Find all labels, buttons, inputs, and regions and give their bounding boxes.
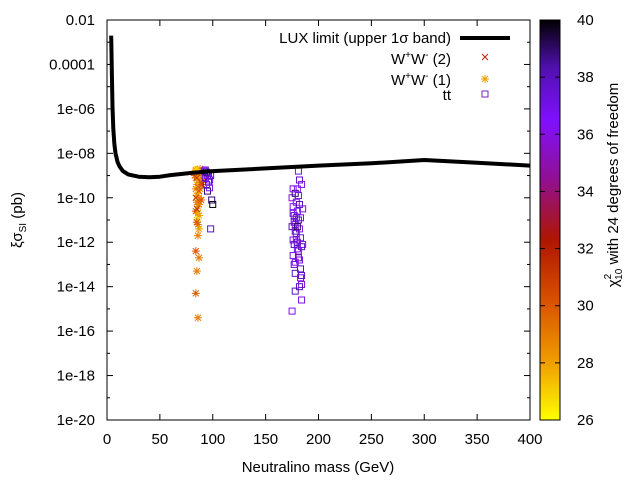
tt-point [289, 236, 297, 244]
ww1-point [191, 289, 200, 298]
colorbar-tick-label: 30 [577, 298, 594, 315]
legend-label-tt: tt [443, 87, 452, 104]
tt-point [207, 225, 215, 233]
tt-point [293, 223, 301, 231]
tt-point [299, 205, 307, 213]
tt-point [290, 260, 298, 268]
colorbar-label: χ210 with 24 degrees of freedom [603, 83, 625, 288]
ww1-point [195, 224, 204, 233]
x-tick-label: 300 [412, 431, 437, 448]
ww1-point [193, 231, 202, 240]
tt-point [289, 252, 297, 260]
tt-point [291, 287, 299, 295]
colorbar-gradient [539, 19, 561, 421]
ww1-point [192, 218, 201, 227]
axis-ticks [106, 19, 531, 421]
y-tick-labels: 0.01 0.0001 1e-06 1e-08 1e-10 1e-12 1e-14 1e-16… [49, 12, 95, 429]
tt-point [291, 258, 299, 266]
tt-point [294, 216, 302, 224]
legend-label-ww1: W+W- (1) [391, 71, 451, 89]
x-tick-labels: 0 50 100 150 200 250 300 350 400 [103, 431, 543, 448]
y-tick-label: 1e-12 [57, 234, 95, 251]
scatter-points [190, 164, 307, 322]
y-tick-label: 1e-16 [57, 323, 95, 340]
legend-marker-tt [481, 90, 489, 98]
y-tick-label: 1e-10 [57, 190, 95, 207]
legend-label-lux: LUX limit (upper 1σ band) [279, 30, 451, 47]
legend-label-ww2: W+W- (2) [391, 50, 451, 68]
tt-point [298, 180, 306, 188]
tt-point [298, 243, 306, 251]
x-tick-label: 400 [517, 431, 542, 448]
tt-point [297, 265, 305, 273]
ww2-point [195, 187, 203, 195]
tt-point [293, 185, 301, 193]
plot-frame [106, 19, 531, 421]
x-tick-label: 200 [306, 431, 331, 448]
colorbar-ticks: 26 28 30 32 34 36 38 40 [540, 12, 594, 429]
ww1-point [191, 247, 200, 256]
tt-point [294, 192, 302, 200]
tt-point [294, 167, 302, 175]
x-tick-label: 150 [253, 431, 278, 448]
tt-point [297, 274, 305, 282]
x-tick-label: 350 [465, 431, 490, 448]
lux-limit-series [109, 35, 530, 180]
y-tick-label: 1e-06 [57, 101, 95, 118]
y-tick-label: 0.01 [66, 12, 95, 29]
legend-marker-ww2 [481, 53, 489, 61]
colorbar-tick-label: 36 [577, 126, 594, 143]
tt-point [295, 176, 303, 184]
tt-point [289, 185, 297, 193]
x-tick-label: 50 [152, 431, 169, 448]
x-tick-label: 250 [359, 431, 384, 448]
tt-point [206, 176, 214, 184]
tt-point [295, 256, 303, 264]
tt-point [298, 280, 306, 288]
tt-point [292, 214, 300, 222]
tt-point [295, 225, 303, 233]
colorbar-tick-label: 28 [577, 355, 594, 372]
tt-point [293, 207, 301, 215]
legend: LUX limit (upper 1σ band) W+W- (2) W+W- … [279, 30, 510, 104]
tt-point [298, 296, 306, 304]
tt-point [288, 223, 296, 231]
colorbar-tick-label: 26 [577, 412, 594, 429]
tt-point [208, 196, 216, 204]
tt-point [298, 272, 306, 280]
x-tick-label: 100 [200, 431, 225, 448]
ww1-point [193, 313, 202, 322]
y-tick-label: 0.0001 [49, 56, 95, 73]
ww2-point [192, 194, 200, 202]
y-tick-label: 1e-20 [57, 412, 95, 429]
lux-limit-line [109, 35, 530, 180]
ww1-point [195, 253, 204, 262]
colorbar: 26 28 30 32 34 36 38 40 χ210 with 24 degrees of… [539, 12, 625, 429]
colorbar-tick-label: 38 [577, 69, 594, 86]
x-axis-label: Neutralino mass (GeV) [242, 459, 395, 476]
colorbar-tick-label: 34 [577, 183, 594, 200]
colorbar-tick-label: 40 [577, 12, 594, 29]
colorbar-tick-label: 32 [577, 241, 594, 258]
tt-point [299, 240, 307, 248]
tt-point [209, 200, 217, 208]
tt-point [295, 283, 303, 291]
y-tick-label: 1e-14 [57, 279, 95, 296]
tt-point [288, 307, 296, 315]
x-tick-label: 0 [103, 431, 111, 448]
y-tick-label: 1e-08 [57, 145, 95, 162]
tt-point [290, 240, 298, 248]
tt-point [297, 234, 305, 242]
tt-point [297, 214, 305, 222]
tt-point [206, 184, 214, 192]
ww2-point [193, 205, 201, 213]
ww1-point [192, 267, 201, 276]
legend-marker-ww1 [481, 75, 489, 83]
y-tick-label: 1e-18 [57, 368, 95, 385]
y-axis-label: ξσSI (pb) [9, 192, 29, 248]
